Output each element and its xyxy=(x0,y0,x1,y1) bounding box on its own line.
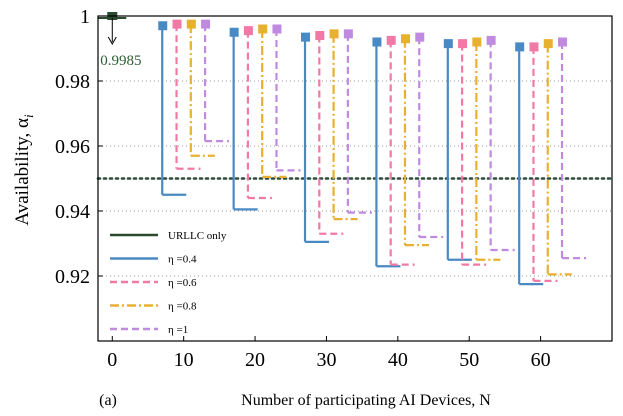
data-point-marker xyxy=(343,29,353,39)
x-tick-label: 10 xyxy=(174,349,194,371)
data-point-marker xyxy=(443,39,453,49)
series-3 xyxy=(172,19,558,282)
data-point-marker xyxy=(386,35,396,45)
legend: URLLC only η =0.4 η =0.6 η =0.8 η =1 xyxy=(110,230,227,336)
y-tick-label: 1 xyxy=(80,6,90,28)
x-tick-label: 30 xyxy=(316,349,336,371)
data-point-marker xyxy=(229,27,239,37)
x-tick-label: 20 xyxy=(245,349,265,371)
data-point-marker xyxy=(529,42,539,52)
series-layer xyxy=(98,12,587,286)
y-tick-label: 0.96 xyxy=(55,136,90,158)
y-tick-label: 0.92 xyxy=(55,266,90,288)
legend-entry-label: η =0.8 xyxy=(168,301,197,313)
data-point-marker xyxy=(258,24,268,34)
x-tick-label: 0 xyxy=(107,349,117,371)
legend-entry-label: η =0.4 xyxy=(168,254,197,266)
data-point-marker xyxy=(301,32,311,42)
annotation-value: 0.9985 xyxy=(100,53,141,69)
y-axis-label: Availability, αi xyxy=(12,114,36,226)
data-point-marker xyxy=(158,21,168,31)
x-tick-label: 60 xyxy=(531,349,551,371)
series-4 xyxy=(186,19,572,276)
data-point-marker xyxy=(172,19,182,29)
series-5 xyxy=(201,19,587,260)
data-point-marker xyxy=(458,39,468,49)
data-point-marker xyxy=(329,29,339,39)
y-axis-label-text: Availability, α xyxy=(12,118,33,226)
data-point-marker xyxy=(201,19,211,29)
series-2 xyxy=(158,21,544,286)
y-axis-label-subscript: i xyxy=(21,114,36,118)
grid-layer xyxy=(98,80,612,277)
data-point-marker xyxy=(186,19,196,29)
data-point-marker xyxy=(486,35,496,45)
x-tick-label: 40 xyxy=(388,349,408,371)
data-point-marker xyxy=(372,37,382,47)
annotation-layer: 0.9985 xyxy=(100,53,141,69)
x-axis-label: Number of participating AI Devices, N xyxy=(241,392,491,409)
data-point-marker xyxy=(400,34,410,44)
data-point-marker xyxy=(515,42,525,52)
data-point-marker xyxy=(415,32,425,42)
panel-label: (a) xyxy=(99,392,117,409)
legend-entry-label: η =0.6 xyxy=(168,277,197,289)
data-point-marker xyxy=(315,31,325,40)
legend-entry-label: η =1 xyxy=(168,324,188,336)
data-point-marker xyxy=(243,26,253,36)
data-point-marker xyxy=(558,37,568,47)
y-tick-label: 0.94 xyxy=(55,201,90,223)
x-tick-label: 50 xyxy=(459,349,479,371)
data-point-marker xyxy=(272,24,282,34)
y-tick-label: 0.98 xyxy=(55,71,90,93)
annotation-arrow-head xyxy=(107,36,117,46)
plot-frame xyxy=(97,15,613,342)
legend-entry-label: URLLC only xyxy=(168,230,227,242)
data-point-marker xyxy=(543,39,553,49)
data-point-marker xyxy=(472,37,482,47)
series-1 xyxy=(98,12,127,46)
